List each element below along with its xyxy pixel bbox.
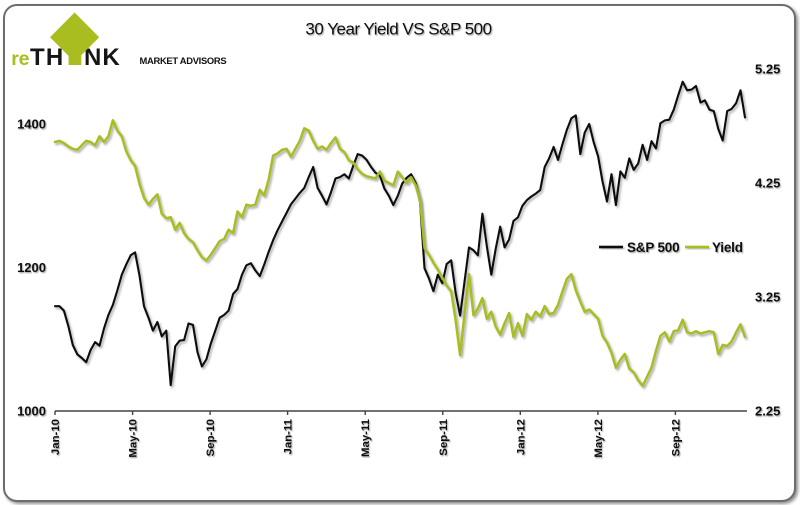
svg-text:Jan-11: Jan-11 [283,418,295,454]
svg-text:TH: TH [30,44,64,71]
svg-text:Sep-12: Sep-12 [670,419,682,456]
svg-text:2.25: 2.25 [755,404,780,419]
svg-text:S&P 500: S&P 500 [627,240,679,255]
svg-text:May-10: May-10 [128,419,140,458]
svg-text:Sep-10: Sep-10 [205,419,217,456]
svg-text:re: re [11,48,29,70]
svg-text:1200: 1200 [17,260,46,275]
svg-text:1400: 1400 [17,117,46,132]
svg-text:NK: NK [84,44,121,71]
svg-text:5.25: 5.25 [755,62,780,77]
svg-text:1000: 1000 [17,404,46,419]
svg-text:Yield: Yield [712,240,743,255]
svg-text:MARKET ADVISORS: MARKET ADVISORS [140,55,227,66]
svg-text:Jan-12: Jan-12 [515,419,527,455]
svg-text:May-12: May-12 [593,419,605,458]
svg-text:4.25: 4.25 [755,176,780,191]
svg-text:Sep-11: Sep-11 [438,418,450,455]
svg-text:May-11: May-11 [360,418,372,457]
svg-text:30 Year Yield VS S&P 500: 30 Year Yield VS S&P 500 [305,20,491,39]
svg-text:3.25: 3.25 [755,290,780,305]
svg-text:Jan-10: Jan-10 [50,419,62,455]
